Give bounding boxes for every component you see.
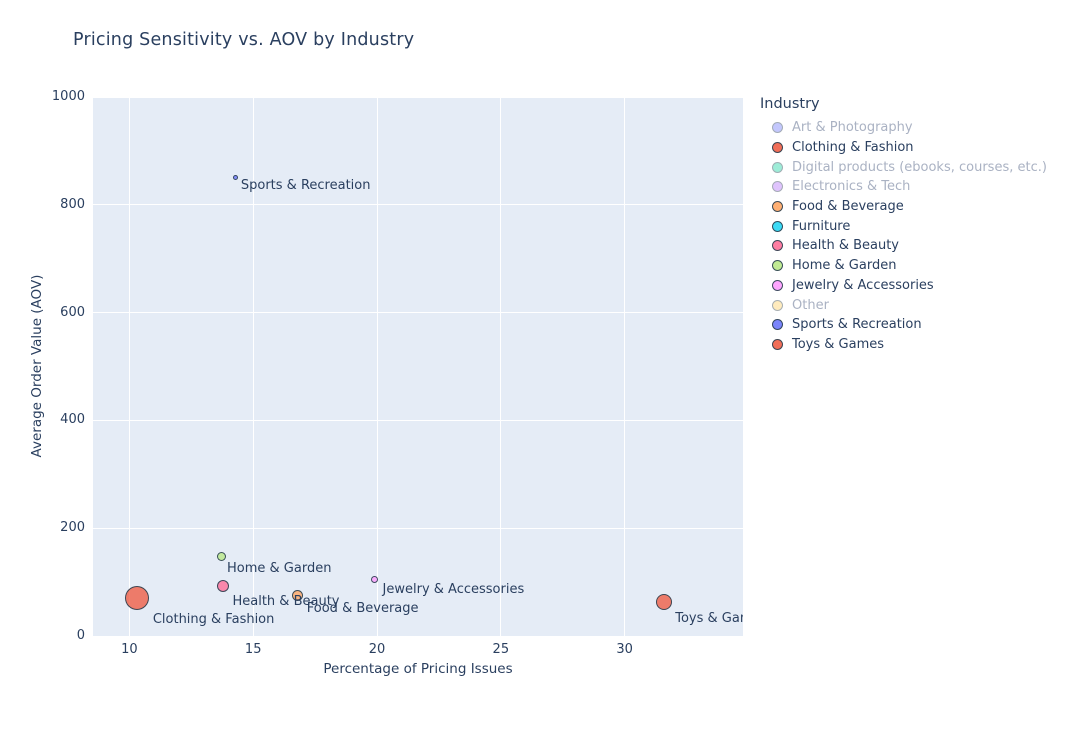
data-point-sports-recreation[interactable] — [233, 175, 239, 181]
legend-item-label: Jewelry & Accessories — [792, 277, 934, 293]
legend-item-label: Electronics & Tech — [792, 179, 911, 195]
x-axis-title: Percentage of Pricing Issues — [323, 661, 513, 677]
legend-item-label: Other — [792, 297, 829, 313]
x-tick-label: 15 — [244, 642, 262, 657]
legend-marker-icon — [772, 260, 783, 272]
legend-item-food-beverage[interactable]: Food & Beverage — [758, 197, 1047, 217]
legend-marker-icon — [772, 319, 783, 331]
x-gridline — [624, 97, 626, 636]
chart-title: Pricing Sensitivity vs. AOV by Industry — [73, 30, 415, 50]
point-label-health-beauty: Health & Beauty — [232, 593, 340, 609]
legend-item-digital-products-ebooks-courses-etc[interactable]: Digital products (ebooks, courses, etc.) — [758, 157, 1047, 177]
legend-item-health-beauty[interactable]: Health & Beauty — [758, 236, 1047, 256]
point-label-food-beverage: Food & Beverage — [306, 600, 419, 616]
legend-marker-icon — [772, 240, 783, 252]
legend-item-clothing-fashion[interactable]: Clothing & Fashion — [758, 138, 1047, 158]
legend-item-furniture[interactable]: Furniture — [758, 216, 1047, 236]
x-tick-label: 20 — [368, 642, 386, 657]
plot-area: Sports & Recreation Home & Garden Health &… — [93, 97, 743, 636]
legend-item-label: Home & Garden — [792, 258, 897, 274]
legend-items: Art & Photography Clothing & Fashion Digit… — [758, 118, 1047, 354]
y-gridline — [93, 419, 743, 421]
point-label-toys-games: Toys & Games — [675, 611, 743, 627]
x-gridline — [376, 97, 378, 636]
y-gridline — [93, 312, 743, 314]
legend-item-label: Clothing & Fashion — [792, 140, 914, 156]
legend-marker-icon — [772, 338, 783, 350]
y-tick-label: 600 — [60, 304, 85, 320]
legend-item-label: Furniture — [792, 218, 851, 234]
legend-marker-icon — [772, 122, 783, 134]
legend-marker-icon — [772, 142, 783, 154]
x-tick-label: 25 — [492, 642, 510, 657]
y-gridline — [93, 635, 743, 636]
data-point-health-beauty[interactable] — [217, 579, 230, 592]
y-tick-label: 400 — [60, 412, 85, 428]
point-label-clothing-fashion: Clothing & Fashion — [152, 612, 275, 628]
legend-marker-icon — [772, 181, 783, 193]
legend-item-label: Food & Beverage — [792, 199, 904, 215]
legend-item-jewelry-accessories[interactable]: Jewelry & Accessories — [758, 276, 1047, 296]
data-point-toys-games[interactable] — [656, 594, 673, 611]
legend-item-other[interactable]: Other — [758, 295, 1047, 315]
x-tick-label: 30 — [616, 642, 633, 657]
data-point-jewelry-accessories[interactable] — [371, 576, 379, 584]
legend-marker-icon — [772, 201, 783, 213]
legend-item-art-photography[interactable]: Art & Photography — [758, 118, 1047, 138]
legend-marker-icon — [772, 279, 783, 291]
y-tick-label: 1000 — [51, 89, 85, 104]
x-gridline — [500, 97, 502, 636]
x-tick-label: 10 — [121, 642, 138, 657]
legend-item-electronics-tech[interactable]: Electronics & Tech — [758, 177, 1047, 197]
y-gridline — [93, 97, 743, 98]
legend-title: Industry — [760, 96, 820, 112]
legend-item-sports-recreation[interactable]: Sports & Recreation — [758, 315, 1047, 335]
legend-item-label: Sports & Recreation — [792, 317, 922, 333]
x-gridline — [252, 97, 254, 636]
legend-marker-icon — [772, 161, 783, 173]
legend-item-toys-games[interactable]: Toys & Games — [758, 335, 1047, 355]
legend-marker-icon — [772, 299, 783, 311]
y-tick-label: 0 — [76, 628, 85, 643]
point-label-home-garden: Home & Garden — [227, 561, 332, 577]
legend-item-label: Health & Beauty — [792, 238, 900, 254]
legend-marker-icon — [772, 220, 783, 232]
point-label-jewelry-accessories: Jewelry & Accessories — [382, 581, 525, 597]
x-gridline — [128, 97, 130, 636]
y-tick-label: 800 — [60, 196, 85, 212]
point-label-sports-recreation: Sports & Recreation — [240, 177, 371, 193]
legend-item-label: Digital products (ebooks, courses, etc.) — [792, 159, 1047, 175]
y-tick-label: 200 — [60, 520, 85, 536]
legend-item-label: Toys & Games — [792, 336, 885, 352]
legend-item-label: Art & Photography — [792, 120, 913, 136]
data-point-clothing-fashion[interactable] — [124, 586, 149, 611]
y-gridline — [93, 204, 743, 206]
data-point-home-garden[interactable] — [216, 551, 226, 561]
legend-item-home-garden[interactable]: Home & Garden — [758, 256, 1047, 276]
y-gridline — [93, 527, 743, 529]
data-point-food-beverage[interactable] — [292, 590, 304, 602]
legend: Industry Art & Photography Clothing & Fas… — [758, 96, 1047, 354]
y-axis-title: Average Order Value (AOV) — [29, 274, 45, 458]
